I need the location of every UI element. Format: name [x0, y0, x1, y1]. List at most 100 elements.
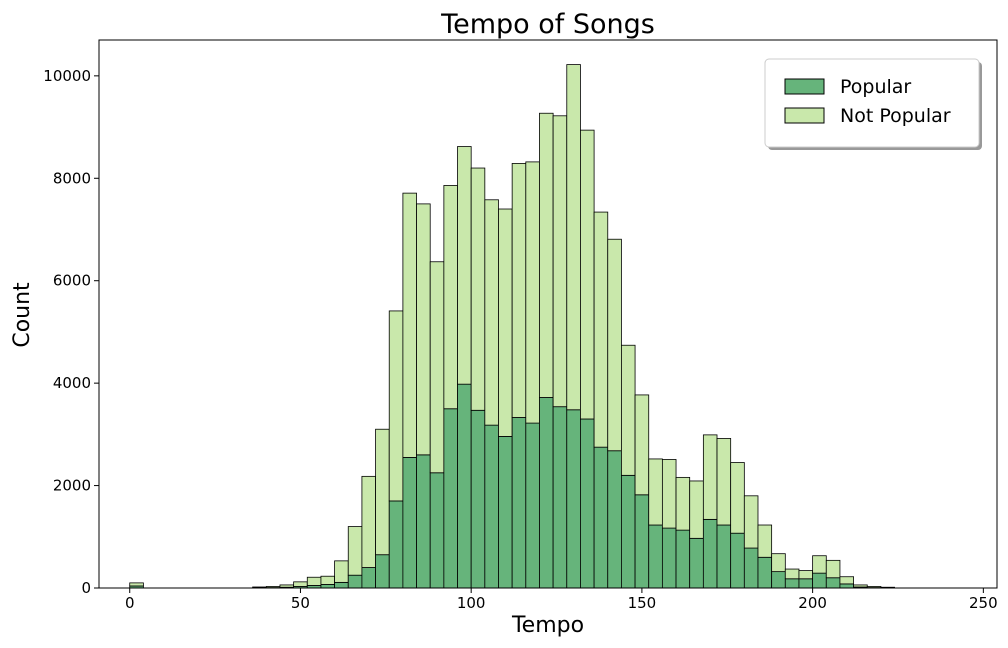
bar-not-popular	[593, 211, 609, 448]
plot-frame	[98, 39, 998, 589]
bar-not-popular	[812, 555, 827, 574]
bar-popular	[320, 584, 336, 589]
bar-popular	[716, 524, 732, 589]
bar-not-popular	[293, 581, 308, 587]
bar-popular	[498, 435, 513, 589]
bar-popular	[812, 572, 827, 589]
bar-not-popular	[730, 462, 745, 534]
bar-not-popular	[334, 560, 349, 583]
bar-not-popular	[511, 163, 527, 418]
x-tick-label: 200	[798, 594, 827, 612]
bar-not-popular	[566, 64, 581, 411]
bar-not-popular	[757, 524, 773, 558]
y-tick-label: 6000	[53, 272, 91, 290]
bar-not-popular	[320, 575, 336, 585]
x-tick-label: 100	[457, 594, 486, 612]
y-tick-label: 0	[81, 579, 91, 597]
bar-not-popular	[552, 115, 568, 408]
bar-popular	[375, 554, 390, 589]
bar-popular	[457, 383, 472, 589]
bar-not-popular	[279, 584, 295, 588]
chart-title: Tempo of Songs	[440, 9, 655, 40]
y-tick-label: 8000	[53, 169, 91, 187]
y-tick-label: 2000	[53, 477, 91, 495]
bar-not-popular	[498, 208, 513, 437]
y-tick-label: 4000	[53, 374, 91, 392]
bar-not-popular	[853, 584, 868, 588]
bar-popular	[580, 418, 595, 589]
x-tick-label: 0	[125, 594, 135, 612]
bar-not-popular	[306, 576, 322, 586]
legend-label-popular: Popular	[840, 76, 911, 98]
bar-popular	[621, 474, 636, 589]
bar-not-popular	[839, 576, 855, 585]
bars-layer	[129, 64, 895, 589]
bar-popular	[798, 578, 814, 589]
bar-not-popular	[457, 146, 472, 385]
bar-popular	[552, 406, 568, 589]
bar-not-popular	[866, 586, 882, 588]
x-axis: 0 50 100 150 200 250	[125, 588, 998, 612]
x-tick-label: 150	[628, 594, 657, 612]
bar-not-popular	[702, 434, 718, 520]
bar-popular	[757, 556, 773, 589]
bar-popular	[525, 422, 540, 589]
bar-popular	[702, 518, 718, 589]
bar-popular	[470, 409, 486, 589]
bar-not-popular	[771, 553, 786, 573]
bar-popular	[675, 529, 691, 589]
bar-popular	[634, 494, 650, 589]
legend-label-not-popular: Not Popular	[840, 105, 951, 127]
bar-not-popular	[129, 582, 144, 587]
y-axis-label: Count	[10, 282, 35, 348]
x-axis-label: Tempo	[511, 613, 584, 638]
x-tick-label: 250	[969, 594, 998, 612]
bar-not-popular	[484, 199, 499, 426]
bar-not-popular	[361, 475, 376, 568]
x-tick-label: 50	[291, 594, 310, 612]
bar-not-popular	[607, 238, 622, 452]
bar-popular	[484, 424, 499, 589]
bar-popular	[689, 537, 704, 589]
bar-popular	[334, 581, 349, 589]
bar-not-popular	[375, 428, 390, 556]
bar-not-popular	[661, 459, 677, 529]
bar-not-popular	[743, 495, 759, 549]
bar-not-popular	[388, 310, 404, 502]
bar-popular	[429, 472, 445, 589]
bar-not-popular	[634, 394, 650, 496]
legend: Popular Not Popular	[764, 58, 982, 150]
bar-popular	[402, 456, 417, 589]
bar-not-popular	[416, 203, 431, 456]
bar-not-popular	[265, 586, 281, 588]
bar-popular	[648, 524, 663, 589]
bar-not-popular	[429, 261, 445, 474]
bar-not-popular	[648, 458, 663, 526]
bar-not-popular	[402, 192, 417, 458]
bar-not-popular	[347, 526, 363, 576]
legend-swatch-not-popular	[784, 107, 825, 124]
bar-not-popular	[470, 167, 486, 411]
legend-swatch-popular	[784, 78, 825, 95]
bar-not-popular	[689, 480, 704, 539]
bar-popular	[825, 577, 841, 589]
bar-popular	[416, 454, 431, 589]
bar-popular	[661, 527, 677, 589]
bar-popular	[839, 583, 855, 589]
bar-popular	[730, 532, 745, 589]
bar-popular	[784, 578, 800, 589]
bar-popular	[607, 450, 622, 589]
y-axis: 0 2000 4000 6000 8000 10000	[43, 67, 99, 597]
bar-popular	[388, 500, 404, 589]
bar-not-popular	[539, 112, 554, 398]
legend-box	[764, 58, 980, 148]
y-tick-label: 10000	[43, 67, 91, 85]
bar-popular	[443, 408, 458, 589]
bar-not-popular	[825, 559, 841, 579]
bar-popular	[593, 446, 609, 589]
bar-popular	[511, 417, 527, 589]
bar-popular	[361, 567, 376, 589]
bar-popular	[347, 574, 363, 589]
bar-popular	[743, 547, 759, 589]
